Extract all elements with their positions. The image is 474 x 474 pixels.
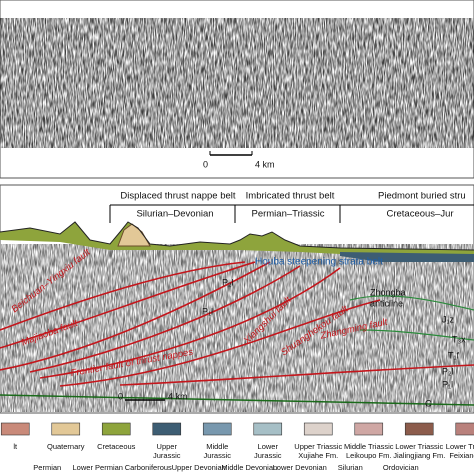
legend-label: Quaternary: [47, 442, 85, 451]
legend-swatch: [354, 422, 384, 436]
klippe: [117, 223, 151, 247]
legend-label: lt: [13, 442, 18, 451]
anticline-label: Zhongba: [370, 287, 406, 297]
legend-label: Xujiahe Fm.: [298, 451, 338, 460]
anticline-label: anticline: [370, 298, 403, 308]
legend-label: Lower: [258, 442, 279, 451]
unit-label: C: [425, 398, 432, 408]
legend-swatch: [404, 422, 434, 436]
legend-label: Ordovician: [383, 463, 419, 472]
age-label: Silurian–Devonian: [136, 209, 213, 220]
legend-label: Lower Permian: [73, 463, 123, 472]
unit-label: P₂l: [222, 277, 234, 287]
legend-label: Upper: [157, 442, 178, 451]
legend-label: Leikoupo Fm.: [346, 451, 391, 460]
legend-swatch: [303, 422, 333, 436]
surface-line: [0, 221, 474, 251]
unit-label: T₁f: [448, 350, 460, 360]
legend-swatch: [0, 422, 30, 436]
legend-label: Silurian: [338, 463, 363, 472]
topography: [0, 222, 474, 256]
fault-lines: [0, 261, 474, 387]
scale-label: 4 km: [168, 391, 188, 401]
legend-label: Carboniferous: [125, 463, 172, 472]
legend-label: Lower Triassic: [446, 442, 474, 451]
horizons: [349, 295, 474, 341]
scale-label: 0: [203, 159, 208, 169]
age-label: Cretaceous–Jur: [386, 209, 453, 220]
base-horizon: [0, 394, 474, 406]
legend-label: Feixianguan: [449, 451, 474, 460]
jurassic-layer: [340, 252, 474, 262]
legend-swatch: [101, 422, 131, 436]
belt-label: Displaced thrust nappe belt: [120, 191, 235, 202]
legend-label: Lower Triassic: [395, 442, 443, 451]
legend-swatch: [253, 422, 283, 436]
legend-label: Lower Devonian: [273, 463, 327, 472]
legend-swatch: [455, 422, 474, 436]
houba-label: Houba steepening strata belt: [255, 257, 383, 268]
scale-label: 4 km: [255, 159, 275, 169]
legend-swatch: [152, 422, 182, 436]
unit-label: T₃x: [452, 334, 466, 344]
unit-label: P₁l: [442, 379, 453, 389]
legend-swatch: [51, 422, 81, 436]
legend-label: Middle Triassic: [344, 442, 394, 451]
belt-label: Piedmont buried stru: [378, 191, 466, 202]
legend-label: Upper Devonian: [172, 463, 226, 472]
unit-label: J₁z: [442, 314, 455, 324]
legend: lt Quaternary Cretaceous UpperJurassicMiddl…: [0, 422, 474, 472]
legend-label: Jurassic: [203, 451, 231, 460]
legend-label: Cretaceous: [97, 442, 136, 451]
legend-label: Middle: [206, 442, 228, 451]
scale-label: 0: [118, 391, 123, 401]
legend-label: Middle Devonian: [221, 463, 277, 472]
unit-label: P₁l: [202, 306, 213, 316]
belt-label: Imbricated thrust belt: [246, 191, 335, 202]
legend-label: Upper Triassic: [294, 442, 342, 451]
legend-label: Permian: [33, 463, 61, 472]
legend-swatch: [202, 422, 232, 436]
age-label: Permian–Triassic: [251, 209, 324, 220]
unit-label: P₂l: [442, 366, 454, 376]
seismic-image: [0, 18, 474, 148]
legend-label: Jialingjiang Fm.: [393, 451, 445, 460]
legend-label: Jurassic: [153, 451, 181, 460]
legend-label: Jurassic: [254, 451, 282, 460]
